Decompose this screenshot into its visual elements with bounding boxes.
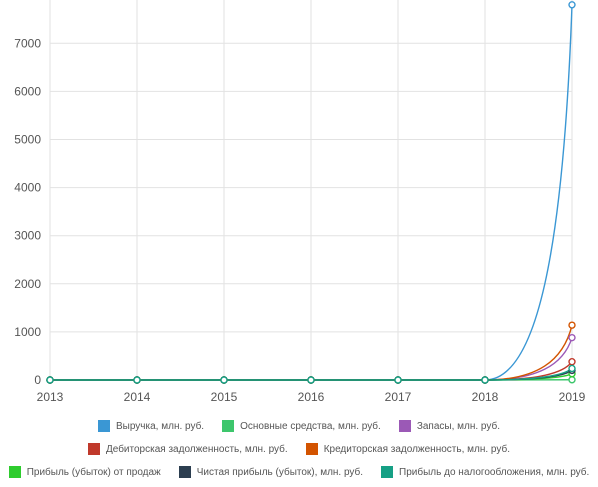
legend-swatch xyxy=(88,443,100,455)
legend-swatch xyxy=(9,466,21,478)
y-tick-label: 5000 xyxy=(14,132,41,146)
x-tick-label: 2015 xyxy=(211,390,238,404)
legend-swatch xyxy=(399,420,411,432)
legend-item[interactable]: Дебиторская задолженность, млн. руб. xyxy=(88,443,288,455)
data-point[interactable] xyxy=(395,377,401,383)
legend-label: Дебиторская задолженность, млн. руб. xyxy=(106,444,288,455)
legend-item[interactable]: Чистая прибыль (убыток), млн. руб. xyxy=(179,466,363,478)
data-point[interactable] xyxy=(569,335,575,341)
legend-label: Кредиторская задолженность, млн. руб. xyxy=(324,444,510,455)
x-tick-label: 2017 xyxy=(385,390,412,404)
legend-label: Выручка, млн. руб. xyxy=(116,421,204,432)
legend-item[interactable]: Выручка, млн. руб. xyxy=(98,420,204,432)
legend-label: Прибыль (убыток) от продаж xyxy=(27,467,161,478)
y-tick-label: 6000 xyxy=(14,84,41,98)
legend-swatch xyxy=(381,466,393,478)
data-point[interactable] xyxy=(569,322,575,328)
y-tick-label: 1000 xyxy=(14,325,41,339)
legend-label: Чистая прибыль (убыток), млн. руб. xyxy=(197,467,363,478)
y-axis-tick-labels: 0 1000 2000 3000 4000 5000 6000 7000 xyxy=(14,36,41,387)
legend-item[interactable]: Прибыль до налогообложения, млн. руб. xyxy=(381,466,589,478)
legend-item[interactable]: Кредиторская задолженность, млн. руб. xyxy=(306,443,510,455)
data-point[interactable] xyxy=(134,377,140,383)
legend-row: Прибыль (убыток) от продаж Чистая прибыл… xyxy=(0,464,598,480)
legend-item[interactable]: Запасы, млн. руб. xyxy=(399,420,500,432)
grid-lines xyxy=(50,0,572,380)
legend-row: Выручка, млн. руб. Основные средства, мл… xyxy=(0,418,598,434)
legend-swatch xyxy=(222,420,234,432)
legend-row: Дебиторская задолженность, млн. руб. Кре… xyxy=(0,441,598,457)
x-tick-label: 2014 xyxy=(124,390,151,404)
data-point[interactable] xyxy=(569,2,575,8)
y-tick-label: 3000 xyxy=(14,229,41,243)
legend-item[interactable]: Прибыль (убыток) от продаж xyxy=(9,466,161,478)
data-point[interactable] xyxy=(569,377,575,383)
data-point[interactable] xyxy=(221,377,227,383)
data-point[interactable] xyxy=(308,377,314,383)
y-tick-label: 4000 xyxy=(14,181,41,195)
data-point[interactable] xyxy=(569,359,575,365)
data-point[interactable] xyxy=(482,377,488,383)
data-point[interactable] xyxy=(47,377,53,383)
legend-swatch xyxy=(98,420,110,432)
legend-label: Основные средства, млн. руб. xyxy=(240,421,381,432)
legend-label: Прибыль до налогообложения, млн. руб. xyxy=(399,467,589,478)
y-tick-label: 0 xyxy=(34,373,41,387)
x-tick-label: 2018 xyxy=(472,390,499,404)
x-axis-tick-labels: 2013 2014 2015 2016 2017 2018 2019 xyxy=(37,390,586,404)
data-point[interactable] xyxy=(569,365,575,371)
x-tick-label: 2013 xyxy=(37,390,64,404)
legend-swatch xyxy=(306,443,318,455)
y-tick-label: 7000 xyxy=(14,36,41,50)
y-tick-label: 2000 xyxy=(14,277,41,291)
legend-item[interactable]: Основные средства, млн. руб. xyxy=(222,420,381,432)
legend-label: Запасы, млн. руб. xyxy=(417,421,500,432)
x-tick-label: 2016 xyxy=(298,390,325,404)
legend: Выручка, млн. руб. Основные средства, мл… xyxy=(0,418,598,487)
legend-swatch xyxy=(179,466,191,478)
x-tick-label: 2019 xyxy=(559,390,586,404)
